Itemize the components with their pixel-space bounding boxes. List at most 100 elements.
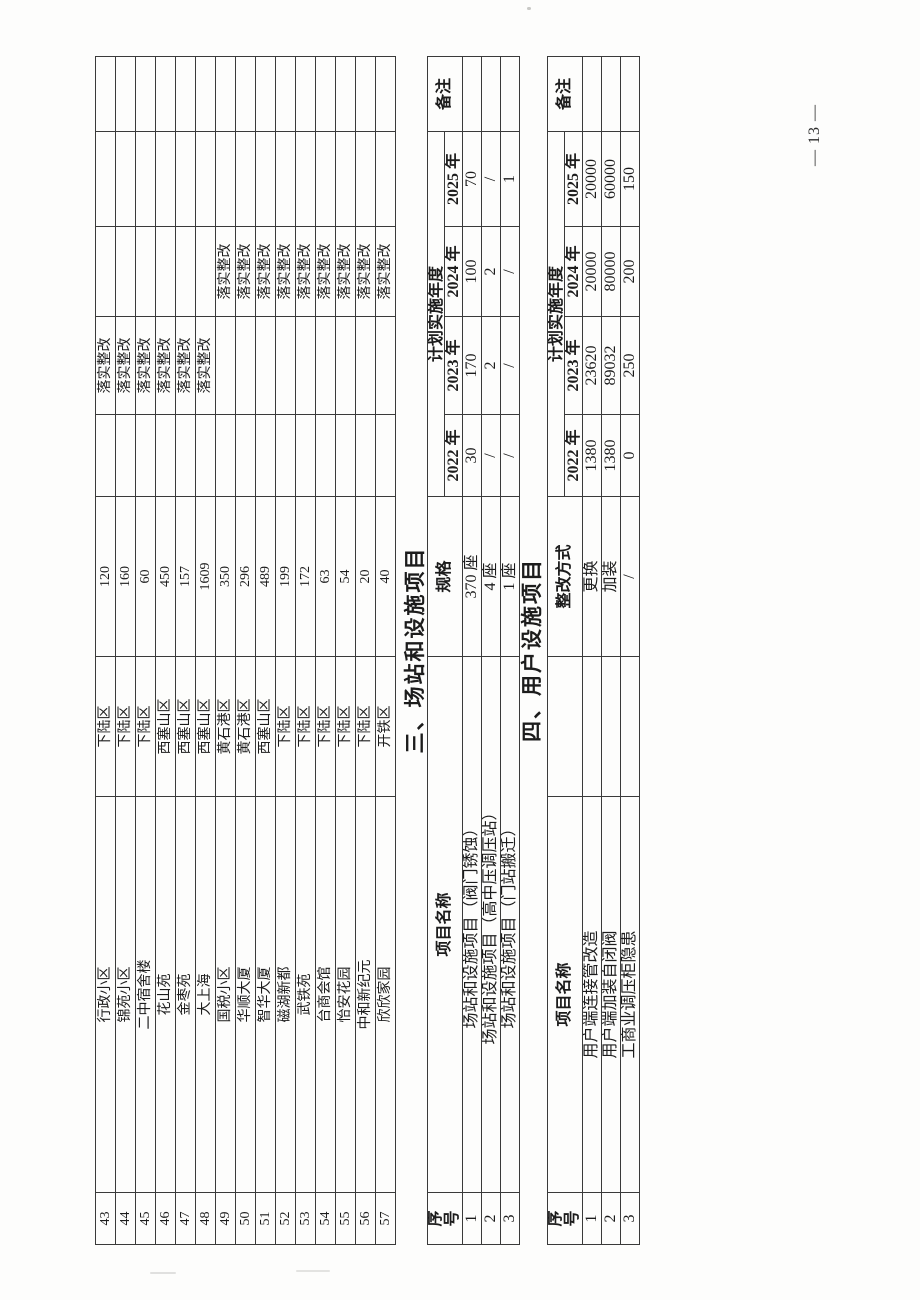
table-row: 55 怡安花园 下陆区 54 落实整改 <box>335 56 356 1245</box>
cell-y2024: 2 <box>481 226 501 317</box>
cell-y2024: 落实整改 <box>335 226 356 317</box>
cell-no: 50 <box>235 1192 256 1245</box>
cell-y2024: 落实整改 <box>375 226 396 317</box>
cell-no: 52 <box>275 1192 296 1245</box>
cell-no: 44 <box>115 1192 136 1245</box>
cell-no: 1 <box>582 1192 602 1245</box>
cell-y2023: 落实整改 <box>155 316 176 415</box>
table-row: 2 场站和设施项目（高中压调压站） 4 座/2 2/ <box>481 56 501 1245</box>
cell-name: 怡安花园 <box>335 796 356 1193</box>
cell-name: 大上海 <box>195 796 216 1193</box>
column-header-2024: 2024 年 <box>444 226 463 317</box>
cell-name: 金枣苑 <box>175 796 196 1193</box>
cell-method: 更换 <box>582 496 602 657</box>
cell-y2022: 1380 <box>582 414 602 497</box>
cell-qty: 1609 <box>195 496 216 657</box>
cell-remark <box>355 56 376 132</box>
cell-remark <box>135 56 156 132</box>
cell-y2025 <box>275 131 296 227</box>
cell-name: 中和新纪元 <box>355 796 376 1193</box>
cell-y2025 <box>295 131 316 227</box>
cell-y2025: 150 <box>620 131 640 227</box>
table-row: 57 欣欣家园 开铁区 40 落实整改 <box>375 56 396 1245</box>
cell-remark <box>601 56 621 132</box>
cell-y2024: 200 <box>620 226 640 317</box>
cell-y2022 <box>375 414 396 497</box>
cell-y2024: 落实整改 <box>235 226 256 317</box>
user-facility-table-header: 序号 项目名称 整改方式 计划实施年度 备注 2022 年 2023 年 202… <box>547 56 583 1245</box>
cell-no: 49 <box>215 1192 236 1245</box>
cell-y2023 <box>235 316 256 415</box>
table-row: 49 国税小区 黄石港区 350 落实整改 <box>215 56 236 1245</box>
cell-y2024: 100 <box>462 226 482 317</box>
cell-name: 锦苑小区 <box>115 796 136 1193</box>
cell-y2024: 落实整改 <box>315 226 336 317</box>
column-header-2024: 2024 年 <box>564 226 583 317</box>
cell-y2022 <box>155 414 176 497</box>
table-row: 51 智华大厦 西塞山区 489 落实整改 <box>255 56 276 1245</box>
cell-qty: 120 <box>95 496 116 657</box>
column-header-serial: 序号 <box>427 1192 463 1245</box>
cell-no: 43 <box>95 1192 116 1245</box>
cell-y2023 <box>295 316 316 415</box>
cell-district: 下陆区 <box>95 656 116 797</box>
cell-district: 下陆区 <box>295 656 316 797</box>
cell-name: 场站和设施项目（高中压调压站） <box>481 656 501 1193</box>
column-header-project-name: 项目名称 <box>547 796 583 1193</box>
cell-y2022 <box>315 414 336 497</box>
cell-y2023: 170 <box>462 316 482 415</box>
cell-no: 51 <box>255 1192 276 1245</box>
column-header-spacer <box>547 656 583 797</box>
cell-y2025 <box>215 131 236 227</box>
cell-remark <box>155 56 176 132</box>
table-row: 1 场站和设施项目（阀门锈蚀） 370 座 30 170 100 70 <box>462 56 482 1245</box>
cell-y2023 <box>315 316 336 415</box>
cell-district: 西塞山区 <box>255 656 276 797</box>
cell-y2025: 70 <box>462 131 482 227</box>
cell-qty: 63 <box>315 496 336 657</box>
cell-y2023: 89032 <box>601 316 621 415</box>
cell-y2024: 落实整改 <box>215 226 236 317</box>
cell-spec: 4 座 <box>481 496 501 657</box>
cell-y2023: 2 <box>481 316 501 415</box>
cell-y2023 <box>375 316 396 415</box>
cell-y2022 <box>295 414 316 497</box>
cell-district: 黄石港区 <box>215 656 236 797</box>
cell-remark <box>115 56 136 132</box>
cell-y2025 <box>335 131 356 227</box>
column-header-remark: 备注 <box>547 56 583 132</box>
cell-y2022 <box>275 414 296 497</box>
cell-name: 行政小区 <box>95 796 116 1193</box>
cell-y2023 <box>215 316 236 415</box>
column-header-plan-years: 计划实施年度 <box>547 131 565 497</box>
cell-y2024: 落实整改 <box>355 226 376 317</box>
table-row: 48 大上海 西塞山区 1609 落实整改 <box>195 56 216 1245</box>
cell-y2022 <box>235 414 256 497</box>
table-row: 44 锦苑小区 下陆区 160 落实整改 <box>115 56 136 1245</box>
column-header-2025: 2025 年 <box>444 131 463 227</box>
cell-y2022 <box>195 414 216 497</box>
cell-y2025: / <box>481 131 501 227</box>
scan-artifact <box>296 1270 330 1272</box>
cell-remark <box>255 56 276 132</box>
cell-y2025: 20000 <box>582 131 602 227</box>
user-facility-table: 序号 项目名称 整改方式 计划实施年度 备注 2022 年 2023 年 202… <box>547 56 640 1245</box>
cell-name: 花山苑 <box>155 796 176 1193</box>
cell-remark <box>235 56 256 132</box>
cell-y2023: 落实整改 <box>115 316 136 415</box>
table-row: 43 行政小区 下陆区 120 落实整改 <box>95 56 116 1245</box>
cell-district: 西塞山区 <box>155 656 176 797</box>
cell-y2023 <box>335 316 356 415</box>
cell-qty: 60 <box>135 496 156 657</box>
cell-y2023 <box>355 316 376 415</box>
cell-y2025 <box>95 131 116 227</box>
table-row: 50 华顺大厦 黄石港区 296 落实整改 <box>235 56 256 1245</box>
cell-method: 加装 <box>601 496 621 657</box>
section-4-title: 四、用户设施项目 <box>520 558 544 742</box>
table-row: 3 工商业调压柜隐患 /0 250 200 150 <box>620 56 640 1245</box>
page-number: — 13 — <box>806 104 823 166</box>
column-header-serial: 序号 <box>547 1192 583 1245</box>
section-3-title: 三、场站和设施项目 <box>403 546 427 754</box>
cell-no: 1 <box>462 1192 482 1245</box>
